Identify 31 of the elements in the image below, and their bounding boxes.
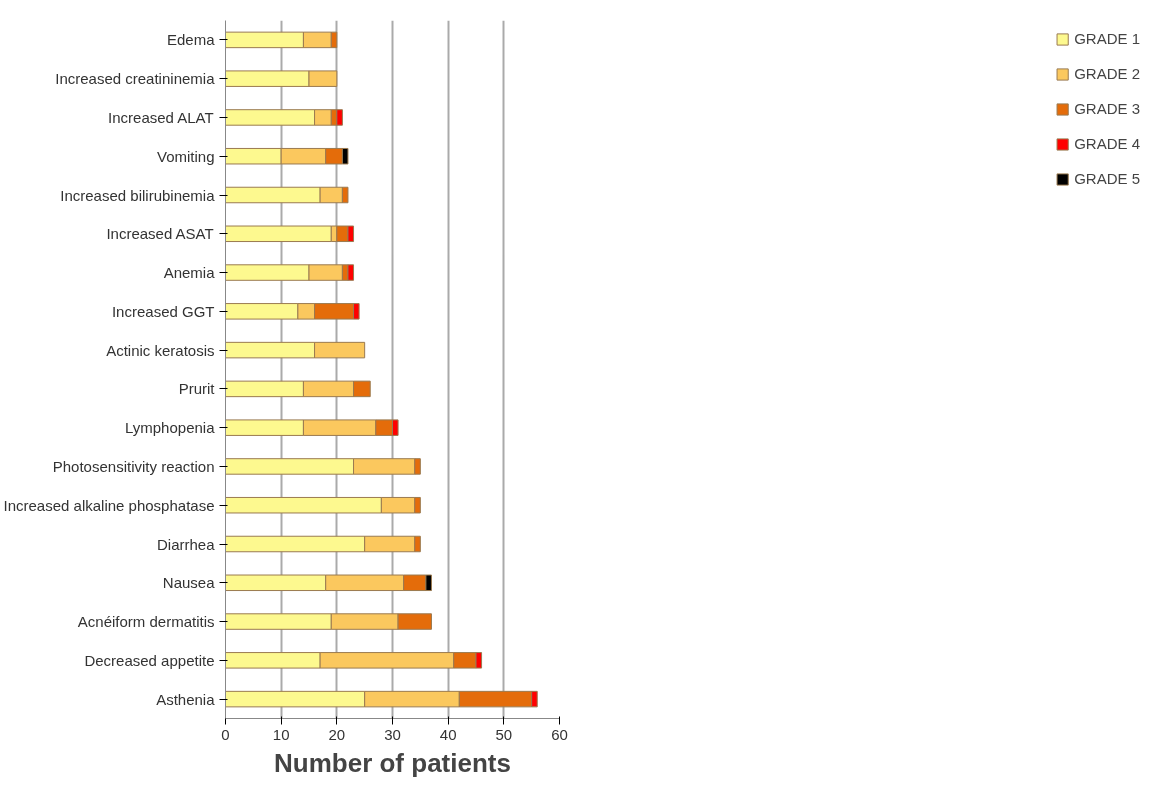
y-tick-label: Edema	[166, 31, 216, 49]
x-tick-label: 30	[384, 725, 401, 743]
y-tick-label: Asthenia	[156, 690, 216, 708]
y-tick-label: Nausea	[162, 574, 216, 592]
y-tick-label: Increased ALAT	[108, 108, 214, 126]
legend-label: GRADE 2	[1074, 65, 1140, 82]
y-tick-label: Increased ASAT	[106, 225, 214, 243]
y-tick-label: Actinic keratosis	[106, 341, 215, 359]
x-tick-label: 20	[328, 725, 346, 743]
x-tick-label: 10	[272, 725, 290, 743]
y-tick-label: Anemia	[163, 264, 216, 282]
x-tick-label: 40	[439, 725, 457, 743]
x-tick-label: 0	[221, 725, 230, 743]
x-axis-title: Number of patients	[274, 747, 511, 778]
x-tick-label: 60	[551, 725, 568, 743]
y-tick-label: Increased bilirubinemia	[60, 186, 216, 204]
y-tick-label: Increased alkaline phosphatase	[3, 496, 215, 514]
y-tick-label: Decreased appetite	[84, 651, 215, 669]
y-tick-label: Photosensitivity reaction	[52, 457, 215, 475]
legend-label: GRADE 5	[1074, 170, 1140, 187]
y-tick-label: Increased GGT	[111, 302, 215, 320]
y-tick-label: Increased creatininemia	[55, 70, 216, 88]
y-tick-label: Prurit	[178, 380, 216, 398]
legend-label: GRADE 4	[1074, 135, 1140, 152]
x-tick-label: 50	[495, 725, 513, 743]
legend-label: GRADE 3	[1074, 100, 1140, 117]
y-tick-label: Diarrhea	[156, 535, 216, 553]
y-tick-label: Acnéiform dermatitis	[77, 613, 215, 631]
legend-label: GRADE 1	[1074, 30, 1140, 47]
y-tick-label: Vomiting	[156, 147, 215, 165]
y-tick-label: Lymphopenia	[124, 419, 216, 437]
